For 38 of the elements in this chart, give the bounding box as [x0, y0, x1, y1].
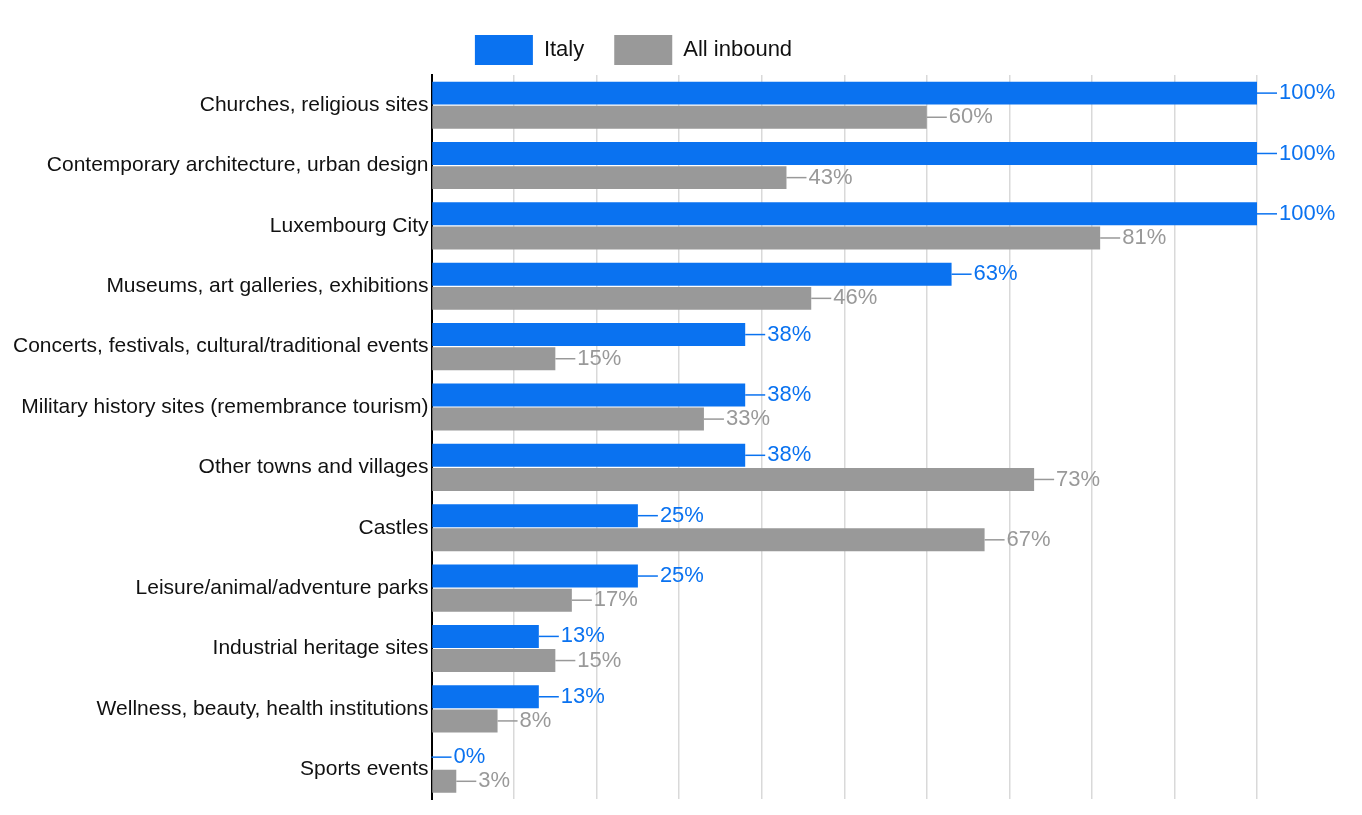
data-label: 15%: [577, 344, 622, 370]
legend-label: Italy: [543, 36, 585, 62]
data-label: 0%: [453, 743, 486, 769]
data-label: 15%: [577, 646, 622, 672]
y-tick-label: Wellness, beauty, health institutions: [96, 695, 429, 719]
y-tick-label: Museums, art galleries, exhibitions: [106, 273, 429, 297]
data-label: 13%: [560, 622, 605, 648]
data-label: 25%: [659, 501, 704, 527]
data-label: 38%: [767, 320, 812, 346]
data-label: 3%: [478, 767, 511, 793]
data-label: 73%: [1056, 465, 1101, 491]
y-tick-label: Leisure/animal/adventure parks: [135, 574, 429, 598]
y-tick-label: Concerts, festivals, cultural/traditional events: [12, 333, 429, 357]
data-label: 100%: [1279, 139, 1336, 165]
data-label: 46%: [833, 284, 878, 310]
y-tick-label: Military history sites (remembrance tourism): [21, 393, 429, 417]
data-label: 67%: [1006, 525, 1051, 551]
data-label: 38%: [767, 441, 812, 467]
data-label: 100%: [1279, 79, 1336, 105]
y-tick-label: Sports events: [300, 756, 429, 780]
y-tick-label: Luxembourg City: [269, 212, 430, 236]
data-label: 8%: [519, 706, 552, 732]
data-label: 33%: [725, 405, 770, 431]
data-label: 25%: [659, 562, 704, 588]
y-tick-label: Churches, religious sites: [199, 91, 429, 115]
data-label: 100%: [1279, 199, 1336, 225]
y-tick-label: Castles: [358, 514, 429, 538]
y-tick-label: Contemporary architecture, urban design: [46, 152, 429, 176]
data-label: 43%: [808, 163, 853, 189]
data-label: 13%: [560, 682, 605, 708]
legend-label: All inbound: [683, 36, 793, 62]
data-label: 81%: [1122, 224, 1167, 250]
data-label: 63%: [973, 260, 1018, 286]
data-label: 60%: [948, 103, 993, 129]
y-tick-label: Other towns and villages: [198, 454, 429, 478]
data-label: 38%: [767, 381, 812, 407]
y-tick-label: Industrial heritage sites: [212, 635, 429, 659]
data-label: 17%: [593, 586, 638, 612]
